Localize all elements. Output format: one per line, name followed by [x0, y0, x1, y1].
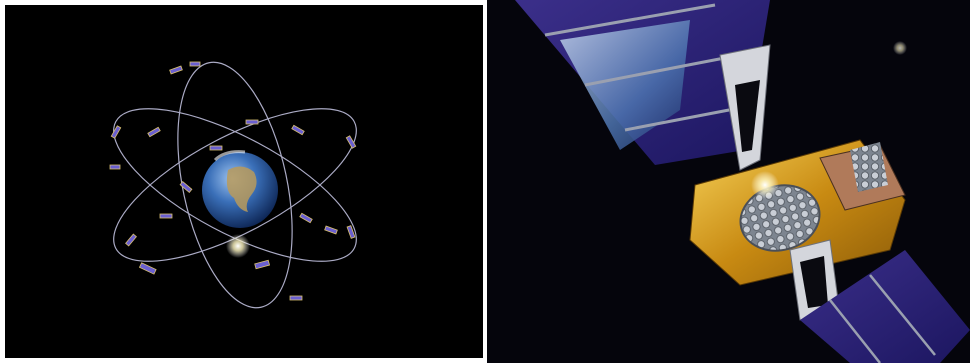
- stroke: [829, 299, 881, 363]
- shape: [245, 119, 259, 125]
- orbit: [177, 61, 293, 309]
- shape: [226, 234, 250, 258]
- shape: [254, 259, 271, 270]
- shape: [138, 262, 157, 275]
- shape: [169, 65, 183, 75]
- shape: [125, 233, 137, 247]
- shape: [324, 225, 338, 235]
- shape: [209, 145, 223, 151]
- shape: [850, 142, 888, 192]
- shape: [291, 124, 305, 136]
- shape: [735, 80, 760, 152]
- shape: [179, 181, 193, 193]
- group: [113, 61, 357, 309]
- shape: [893, 41, 907, 55]
- stroke: [544, 3, 716, 37]
- shape: [345, 135, 357, 149]
- shape: [159, 213, 173, 219]
- stroke: [584, 53, 741, 87]
- orbit: [113, 108, 357, 262]
- shape: [800, 250, 970, 363]
- shape: [189, 61, 201, 67]
- stroke: [869, 274, 936, 356]
- shape: [751, 171, 779, 199]
- shape: [147, 126, 161, 138]
- shape: [800, 256, 828, 308]
- shape: [299, 212, 313, 224]
- shape: [289, 295, 303, 301]
- shape: [226, 166, 257, 212]
- shape: [346, 225, 356, 239]
- orbit: [113, 108, 357, 262]
- shape: [560, 20, 690, 150]
- group: [109, 61, 357, 301]
- shape: [213, 150, 246, 162]
- shape: [109, 164, 121, 170]
- shape: [110, 125, 122, 139]
- group: [829, 274, 936, 363]
